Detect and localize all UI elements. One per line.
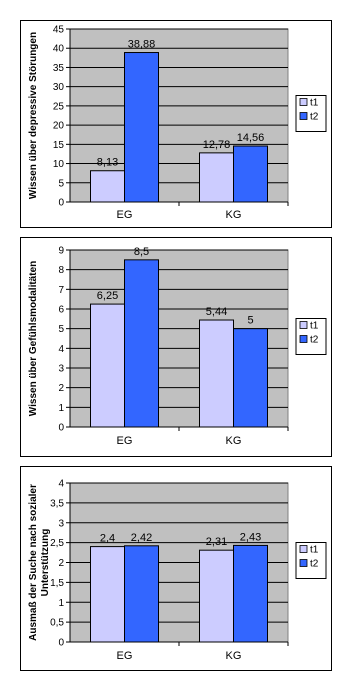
legend-label: t1 bbox=[310, 321, 319, 332]
y-tick-label: 4 bbox=[58, 479, 64, 490]
y-tick-label: 1 bbox=[58, 598, 64, 609]
category-label: EG bbox=[117, 209, 133, 221]
data-label: 8,5 bbox=[134, 246, 149, 258]
y-axis-title: Wissen über Gefühlsmodalitäten bbox=[28, 261, 39, 417]
y-tick-label: 30 bbox=[53, 82, 65, 93]
y-tick-label: 1,5 bbox=[50, 578, 64, 589]
y-tick-label: 8 bbox=[58, 265, 64, 276]
y-tick-label: 6 bbox=[58, 305, 64, 316]
legend-label: t1 bbox=[310, 98, 319, 109]
y-axis-title: Ausmaß der Suche nach sozialer bbox=[28, 484, 39, 641]
y-tick-label: 35 bbox=[53, 63, 65, 74]
bar-t1-kg bbox=[199, 549, 234, 643]
bar-t2-kg bbox=[233, 544, 268, 643]
chart-panel-depressive-stoerungen: 0 5 10 15 20 25 30 35 40 45 8,13 38,88 EG 12,78 14,56 K… bbox=[20, 20, 332, 228]
y-tick-label: 45 bbox=[53, 25, 65, 36]
chart-svg: 0 5 10 15 20 25 30 35 40 45 8,13 38,88 EG 12,78 14,56 K… bbox=[28, 25, 327, 221]
bar-t2-eg bbox=[124, 259, 159, 428]
data-label: 38,88 bbox=[128, 39, 156, 51]
category-label: KG bbox=[226, 650, 242, 662]
bar-t2-kg bbox=[233, 328, 268, 428]
data-label: 5 bbox=[247, 315, 253, 327]
data-label: 2,31 bbox=[206, 536, 227, 548]
bar-t1-eg bbox=[90, 303, 125, 428]
y-tick-label: 0 bbox=[58, 198, 64, 209]
legend-label: t2 bbox=[310, 112, 319, 123]
y-tick-label: 3 bbox=[58, 518, 64, 529]
data-label: 2,4 bbox=[100, 533, 115, 545]
y-tick-label: 3,5 bbox=[50, 498, 64, 509]
y-tick-label: 40 bbox=[53, 44, 65, 55]
y-tick-label: 2 bbox=[58, 558, 64, 569]
bar-t1-kg bbox=[199, 319, 234, 428]
y-tick-label: 9 bbox=[58, 246, 64, 257]
legend-label: t2 bbox=[310, 335, 319, 346]
category-label: EG bbox=[117, 435, 133, 447]
chart-panel-gefuehlsmodalitaeten: 0 1 2 3 4 5 6 7 8 9 6,25 8,5 EG 5,44 5 KG Wissen über Ge… bbox=[20, 237, 332, 457]
y-tick-label: 2 bbox=[58, 383, 64, 394]
data-label: 2,43 bbox=[240, 531, 261, 543]
bar-t1-eg bbox=[90, 546, 125, 643]
category-label: EG bbox=[117, 650, 133, 662]
y-tick-label: 0 bbox=[58, 423, 64, 434]
y-tick-label: 5 bbox=[58, 324, 64, 335]
legend-label: t2 bbox=[310, 559, 319, 570]
legend-swatch-t2 bbox=[299, 559, 308, 567]
y-tick-label: 3 bbox=[58, 364, 64, 375]
y-tick-label: 4 bbox=[58, 344, 64, 355]
legend-swatch-t1 bbox=[299, 98, 308, 106]
y-tick-label: 0,5 bbox=[50, 618, 64, 629]
y-tick-label: 10 bbox=[53, 159, 65, 170]
y-tick-label: 1 bbox=[58, 403, 64, 414]
y-tick-label: 5 bbox=[58, 178, 64, 189]
chart-svg: 0 1 2 3 4 5 6 7 8 9 6,25 8,5 EG 5,44 5 KG Wissen über Ge… bbox=[28, 246, 327, 447]
y-tick-label: 7 bbox=[58, 285, 64, 296]
legend-label: t1 bbox=[310, 545, 319, 556]
data-label: 2,42 bbox=[131, 532, 152, 544]
y-tick-label: 0 bbox=[58, 638, 64, 649]
category-label: KG bbox=[226, 435, 242, 447]
bar-t2-eg bbox=[124, 545, 159, 643]
y-tick-label: 2,5 bbox=[50, 538, 64, 549]
legend-swatch-t2 bbox=[299, 335, 308, 343]
data-label: 5,44 bbox=[206, 306, 227, 318]
bar-t2-eg bbox=[124, 52, 159, 203]
chart-svg: 0 0,5 1 1,5 2 2,5 3 3,5 4 2,4 2,42 EG 2,31 2,43 KG Ausm… bbox=[28, 479, 327, 662]
chart-panel-soziale-unterstuetzung: 0 0,5 1 1,5 2 2,5 3 3,5 4 2,4 2,42 EG 2,31 2,43 KG Ausm… bbox=[20, 466, 332, 671]
y-tick-label: 20 bbox=[53, 121, 65, 132]
data-label: 6,25 bbox=[97, 290, 118, 302]
y-axis-title: Unterstützung bbox=[40, 529, 51, 597]
bar-t2-kg bbox=[233, 145, 268, 203]
legend-swatch-t2 bbox=[299, 112, 308, 120]
legend-swatch-t1 bbox=[299, 545, 308, 553]
bar-t1-eg bbox=[90, 170, 125, 203]
data-label: 8,13 bbox=[97, 157, 118, 169]
data-label: 12,78 bbox=[203, 139, 231, 151]
bar-t1-kg bbox=[199, 152, 234, 203]
data-label: 14,56 bbox=[237, 132, 265, 144]
legend-swatch-t1 bbox=[299, 321, 308, 329]
category-label: KG bbox=[226, 209, 242, 221]
y-axis-title: Wissen über depressive Störungen bbox=[28, 32, 39, 199]
y-tick-label: 15 bbox=[53, 140, 65, 151]
y-tick-label: 25 bbox=[53, 101, 65, 112]
